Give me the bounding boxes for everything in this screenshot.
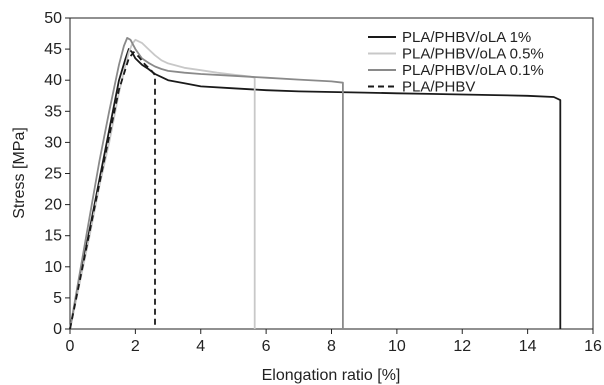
series-line-3 [69, 37, 344, 330]
legend: PLA/PHBV/oLA 1%PLA/PHBV/oLA 0.5%PLA/PHBV… [368, 29, 544, 96]
x-tick-label: 10 [388, 338, 406, 355]
x-tick-label: 14 [519, 338, 537, 355]
x-tick-label: 16 [584, 338, 602, 355]
y-tick-label: 35 [44, 103, 62, 120]
series-layer [69, 37, 562, 330]
y-tick-label: 25 [44, 166, 62, 183]
x-tick-label: 6 [262, 338, 271, 355]
y-axis-ticks: 0 5 10 15 20 25 30 35 40 45 50 [44, 10, 70, 338]
y-tick-label: 40 [44, 72, 62, 89]
x-tick-label: 0 [66, 338, 75, 355]
y-tick-label: 15 [44, 228, 62, 245]
series-line-1 [69, 48, 562, 330]
x-axis-title: Elongation ratio [%] [262, 367, 401, 384]
plot-area [69, 17, 594, 330]
x-tick-label: 4 [196, 338, 205, 355]
legend-label: PLA/PHBV/oLA 0.5% [402, 46, 544, 63]
y-tick-label: 20 [44, 197, 62, 214]
y-tick-label: 5 [53, 290, 62, 307]
series-line-4 [69, 51, 156, 330]
x-tick-label: 8 [327, 338, 336, 355]
y-tick-label: 50 [44, 10, 62, 27]
legend-label: PLA/PHBV/oLA 1% [402, 29, 531, 46]
y-tick-label: 0 [53, 321, 62, 338]
x-tick-label: 12 [453, 338, 471, 355]
series-line-2 [69, 38, 256, 330]
y-axis-title: Stress [MPa] [11, 127, 28, 219]
legend-label: PLA/PHBV [402, 79, 475, 96]
y-tick-label: 10 [44, 259, 62, 276]
legend-label: PLA/PHBV/oLA 0.1% [402, 62, 544, 79]
y-tick-label: 45 [44, 41, 62, 58]
x-tick-label: 2 [131, 338, 140, 355]
y-tick-label: 30 [44, 134, 62, 151]
x-axis-ticks: 0 2 4 6 8 10 12 14 16 [66, 329, 602, 355]
